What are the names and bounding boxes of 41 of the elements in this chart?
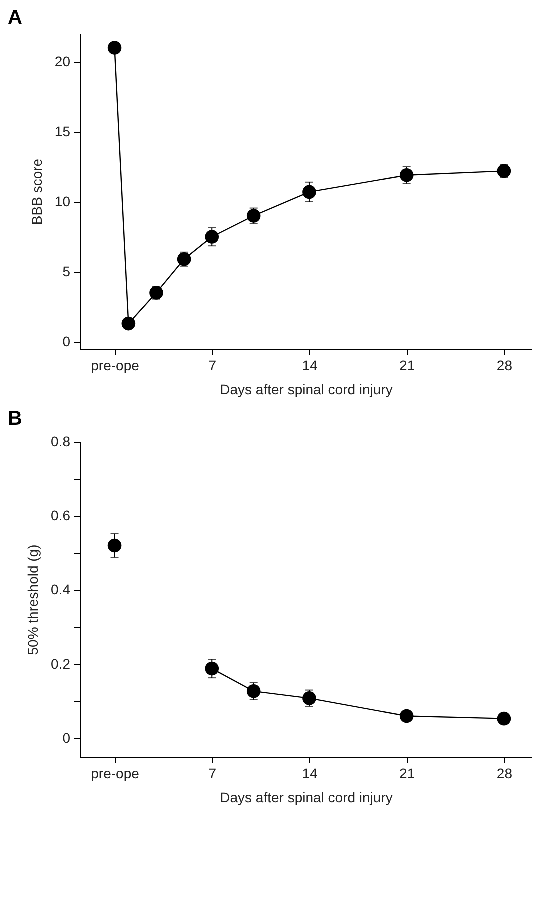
x-axis-title: Days after spinal cord injury — [220, 790, 393, 806]
point — [400, 709, 414, 724]
point — [302, 692, 316, 706]
point — [122, 316, 136, 331]
point — [150, 286, 164, 300]
x-tick-label: 28 — [496, 358, 513, 374]
x-tick-label: 28 — [496, 766, 513, 782]
chart-title: B — [8, 408, 22, 430]
x-tick-label: pre-ope — [91, 358, 140, 374]
point — [400, 168, 414, 182]
y-tick-label: 0 — [62, 334, 71, 350]
point — [497, 164, 512, 178]
y-tick-label: 15 — [54, 124, 71, 140]
y-tick-label: 0 — [62, 730, 71, 746]
x-tick-label: pre-ope — [91, 766, 140, 782]
x-axis-title: Days after spinal cord injury — [220, 382, 393, 398]
y-axis-title: BBB score — [28, 158, 45, 226]
x-tick-label: 7 — [208, 766, 217, 782]
y-tick-label: 0.2 — [51, 656, 71, 672]
y-tick-label: 5 — [62, 264, 71, 280]
y-tick-label: 0.6 — [51, 508, 71, 524]
y-axis-title: 50% threshold (g) — [25, 544, 42, 656]
x-tick-label: 7 — [208, 358, 217, 374]
x-tick-label: 14 — [302, 358, 318, 374]
point — [302, 185, 316, 200]
x-tick-label: 21 — [400, 766, 416, 782]
point — [205, 662, 220, 676]
point — [108, 538, 122, 553]
point — [108, 41, 122, 55]
y-tick-label: 0.4 — [51, 582, 71, 598]
x-tick-label: 14 — [302, 766, 318, 782]
x-tick-label: 21 — [400, 358, 416, 374]
y-tick-label: 10 — [54, 194, 71, 210]
point — [246, 209, 261, 223]
point — [205, 230, 220, 244]
point — [177, 252, 192, 266]
point — [497, 712, 512, 726]
y-tick-label: 20 — [54, 54, 71, 70]
y-tick-label: 0.8 — [51, 434, 71, 450]
point — [246, 684, 261, 698]
chart-title: A — [8, 7, 22, 29]
